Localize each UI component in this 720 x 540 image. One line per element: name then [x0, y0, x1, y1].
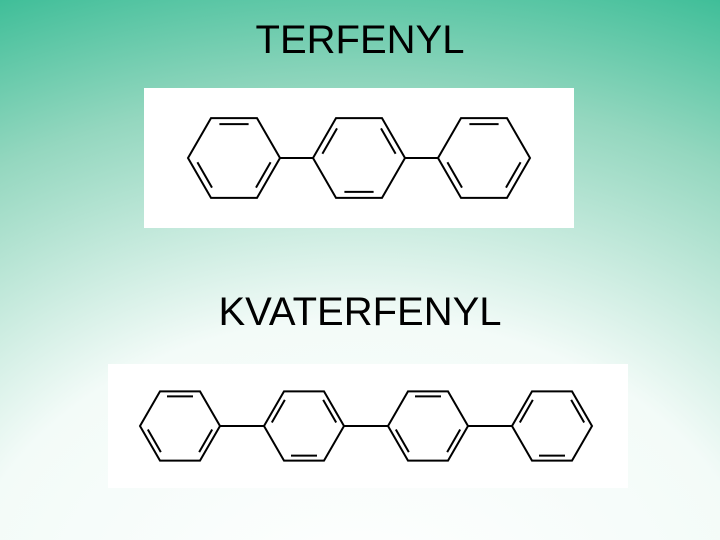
- title-terfenyl: TERFENYL: [0, 18, 720, 63]
- title-kvaterfenyl: KVATERFENYL: [0, 290, 720, 335]
- structure-terphenyl: [144, 88, 574, 228]
- structure-quaterphenyl: [108, 364, 628, 488]
- slide: TERFENYL KVATERFENYL: [0, 0, 720, 540]
